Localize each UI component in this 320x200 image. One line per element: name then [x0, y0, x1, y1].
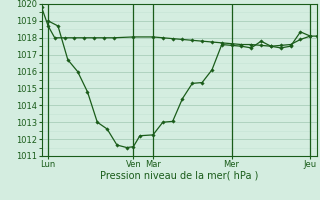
X-axis label: Pression niveau de la mer( hPa ): Pression niveau de la mer( hPa ): [100, 171, 258, 181]
